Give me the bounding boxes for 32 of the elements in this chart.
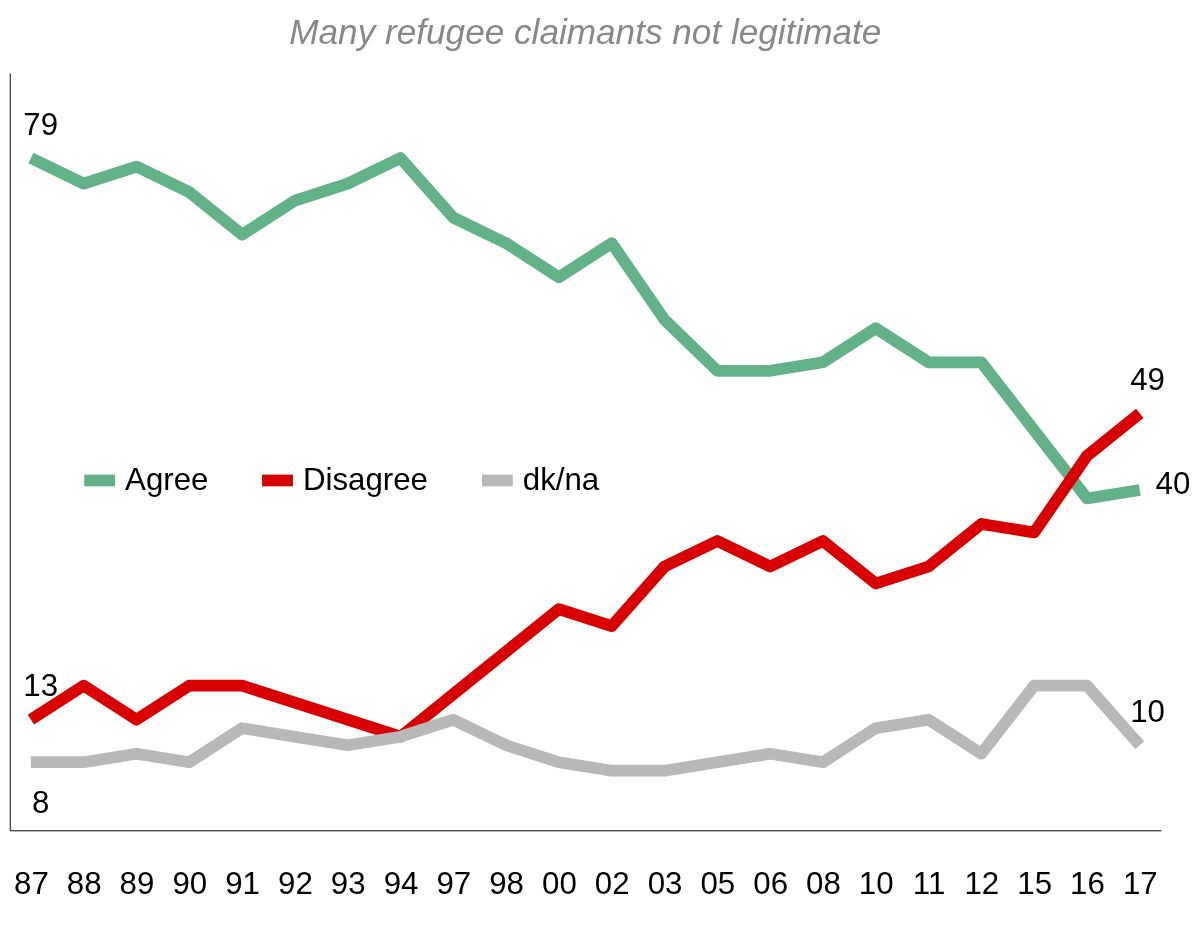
x-tick-label: 03 <box>647 866 683 902</box>
x-tick-label: 91 <box>225 866 260 902</box>
x-tick-label: 94 <box>383 866 419 902</box>
x-tick-label: 90 <box>172 866 208 902</box>
x-tick-label: 88 <box>66 866 102 902</box>
x-tick-label: 10 <box>858 866 894 902</box>
x-tick-label: 00 <box>542 866 577 902</box>
x-tick-label: 15 <box>1017 866 1053 902</box>
data-label: 49 <box>1130 361 1165 397</box>
x-tick-label: 16 <box>1070 866 1105 902</box>
x-tick-label: 02 <box>594 866 630 902</box>
legend-label: Agree <box>125 462 209 498</box>
x-tick-label: 97 <box>436 866 472 902</box>
data-label: 79 <box>23 106 59 142</box>
data-label: 8 <box>31 785 50 821</box>
x-tick-label: 98 <box>489 866 524 902</box>
x-tick-label: 06 <box>753 866 789 902</box>
x-tick-label: 08 <box>806 866 841 902</box>
x-tick-label: 17 <box>1122 866 1158 902</box>
legend-label: Disagree <box>302 462 428 498</box>
x-tick-label: 92 <box>278 866 313 902</box>
x-tick-label: 11 <box>912 866 946 902</box>
x-tick-label: 87 <box>14 866 49 902</box>
data-label: 40 <box>1155 465 1191 501</box>
legend-label: dk/na <box>522 462 600 498</box>
x-tick-label: 05 <box>700 866 736 902</box>
data-label: 10 <box>1130 693 1165 729</box>
chart-title: Many refugee claimants not legitimate <box>289 11 882 51</box>
x-tick-label: 93 <box>330 866 366 902</box>
data-label: 13 <box>23 668 59 704</box>
x-tick-label: 89 <box>119 866 155 902</box>
x-tick-label: 12 <box>964 866 1000 902</box>
